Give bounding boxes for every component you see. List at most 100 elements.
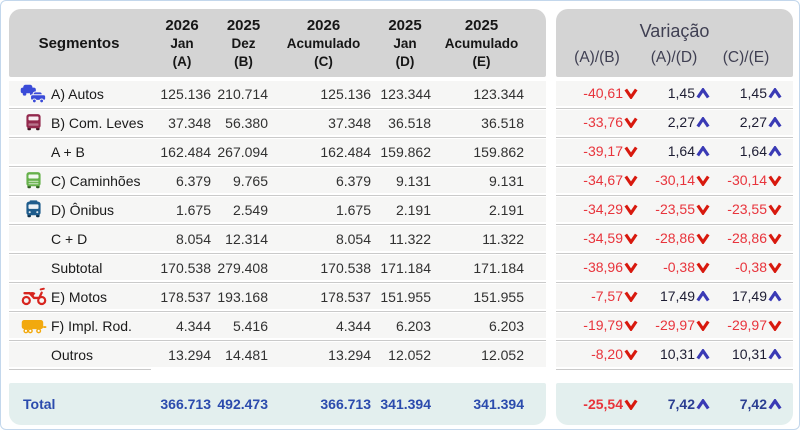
value-cell: 125.136 [320, 85, 371, 102]
segment-label-cell: A) Autos [9, 84, 149, 104]
row-separator [9, 338, 546, 342]
variation-cell: 1,64 [710, 143, 782, 160]
value-cell: 6.203 [395, 317, 431, 334]
variation-cell: 17,49 [710, 288, 782, 305]
down-arrow-icon [624, 115, 638, 131]
down-arrow-icon [768, 202, 782, 218]
variation-value: -28,86 [655, 230, 695, 246]
value-cell: 1.675 [175, 201, 211, 218]
value-cell: 37.348 [168, 114, 211, 131]
table-row: E) Motos 178.537 193.168 178.537 151.955 151.… [9, 284, 546, 309]
column-header-e: 2025 Acumulado (E) [444, 16, 519, 69]
down-arrow-icon [696, 173, 710, 189]
value-cell: 159.862 [473, 143, 524, 160]
value-cell: 210.714 [217, 85, 268, 102]
value-cell: 6.203 [488, 317, 524, 334]
variation-value: -39,17 [583, 143, 623, 159]
down-arrow-icon [624, 173, 638, 189]
value-cell: 36.518 [481, 114, 524, 131]
variation-value: 7,42 [667, 395, 695, 412]
total-label: Total [23, 396, 56, 412]
variation-column-ab: (A)/(B) [574, 49, 620, 66]
variation-column-ce: (C)/(E) [722, 49, 770, 66]
variation-column-ad: (A)/(D) [650, 49, 698, 66]
segment-label: D) Ônibus [51, 201, 115, 218]
up-arrow-icon [768, 115, 782, 131]
value-cell: 6.379 [175, 172, 211, 189]
table-row: F) Impl. Rod. 4.344 5.416 4.344 6.203 6.203 [9, 313, 546, 338]
table-row: C + D 8.054 12.314 8.054 11.322 11.322 [9, 226, 546, 251]
table-row: Subtotal 170.538 279.408 170.538 171.184 171.… [9, 255, 546, 280]
row-separator [9, 309, 546, 313]
variation-row: -7,57 17,49 17,49 [556, 284, 793, 309]
segment-label: Subtotal [51, 259, 103, 276]
segment-label: C + D [51, 230, 88, 247]
segment-label-cell: E) Motos [9, 287, 149, 306]
value-cell: 8.054 [335, 230, 371, 247]
value-cell: 9.131 [488, 172, 524, 189]
segments-column-header: Segmentos [38, 34, 120, 52]
variation-value: -8,20 [591, 346, 623, 362]
up-arrow-icon [696, 86, 710, 102]
variation-value: -23,55 [655, 201, 695, 217]
variation-value: -34,67 [583, 172, 623, 188]
variation-cell: -34,59 [556, 230, 638, 247]
segment-label-cell: C + D [9, 231, 149, 247]
variation-cell: -0,38 [710, 259, 782, 276]
segment-label-cell: Outros [9, 347, 149, 363]
value-cell: 12.052 [481, 346, 524, 363]
variation-cell: -23,55 [638, 201, 710, 218]
variation-cell: -19,79 [556, 317, 638, 334]
value-cell: 125.136 [160, 85, 211, 102]
segments-table-panel: Segmentos 2026 Jan (A) 2025 Dez (B) 2026… [9, 9, 546, 425]
total-value-a: 366.713 [160, 396, 211, 412]
down-arrow-icon [624, 260, 638, 276]
down-arrow-icon [624, 202, 638, 218]
variation-cell: -34,67 [556, 172, 638, 189]
table-row: B) Com. Leves 37.348 56.380 37.348 36.518 36.… [9, 110, 546, 135]
segment-label: F) Impl. Rod. [51, 317, 132, 334]
value-cell: 12.052 [388, 346, 431, 363]
row-separator [9, 251, 546, 255]
table-row: A + B 162.484 267.094 162.484 159.862 159.862 [9, 139, 546, 164]
down-arrow-icon [696, 202, 710, 218]
value-cell: 159.862 [380, 143, 431, 160]
light-truck-icon [19, 113, 48, 132]
segment-label-cell: Subtotal [9, 260, 149, 276]
table-row: C) Caminhões 6.379 9.765 6.379 9.131 9.131 [9, 168, 546, 193]
value-cell: 37.348 [328, 114, 371, 131]
row-separator [556, 251, 793, 255]
down-arrow-icon [624, 86, 638, 102]
segment-label-cell: A + B [9, 144, 149, 160]
value-cell: 8.054 [175, 230, 211, 247]
row-separator [556, 309, 793, 313]
variation-value: 7,42 [739, 395, 767, 412]
value-cell: 11.322 [482, 230, 524, 247]
variation-value: 10,31 [731, 346, 767, 362]
value-cell: 2.549 [232, 201, 268, 218]
row-separator [9, 164, 546, 168]
variation-value: -0,38 [663, 259, 695, 275]
value-cell: 5.416 [232, 317, 268, 334]
variation-value: 1,64 [739, 143, 767, 159]
variation-value: -33,76 [583, 114, 623, 130]
value-cell: 178.537 [160, 288, 211, 305]
row-separator [556, 338, 793, 342]
variation-cell: -34,29 [556, 201, 638, 218]
variation-value: 17,49 [731, 288, 767, 304]
row-separator [556, 222, 793, 226]
down-arrow-icon [624, 231, 638, 247]
variation-value: -19,79 [583, 317, 623, 333]
up-arrow-icon [696, 347, 710, 363]
variation-value: 2,27 [667, 114, 695, 130]
segment-label-cell: F) Impl. Rod. [9, 316, 149, 335]
variation-cell: -0,38 [638, 259, 710, 276]
variation-cell: -28,86 [710, 230, 782, 247]
value-cell: 178.537 [320, 288, 371, 305]
value-cell: 56.380 [225, 114, 268, 131]
segment-label: Outros [51, 346, 94, 363]
table-row: A) Autos 125.136 210.714 125.136 123.344 123.… [9, 81, 546, 106]
segment-label: A) Autos [51, 85, 104, 102]
row-separator [9, 222, 546, 226]
